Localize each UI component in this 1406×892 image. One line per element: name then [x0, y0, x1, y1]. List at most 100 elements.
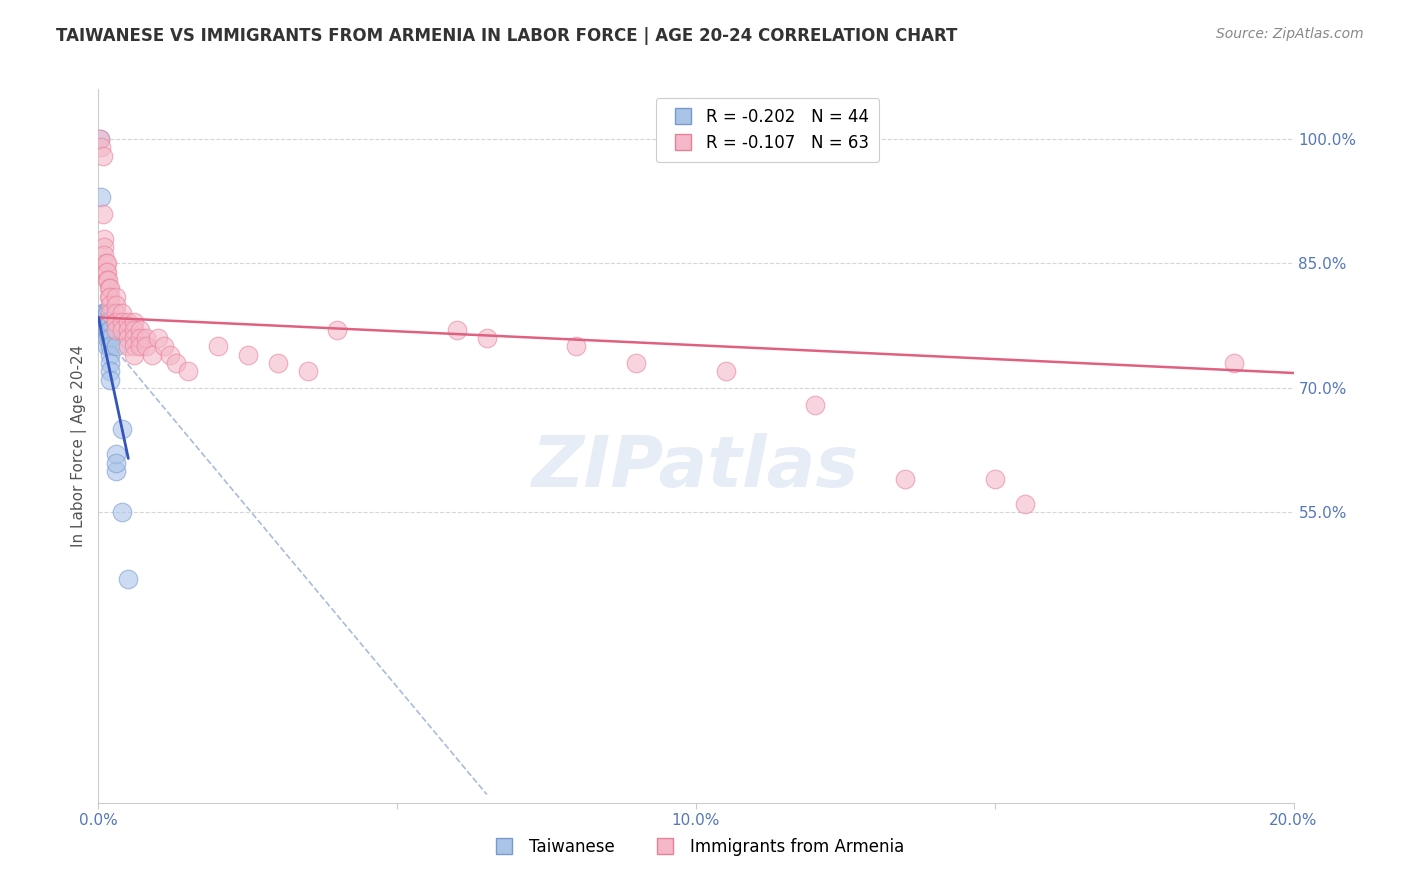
Point — [90, 140, 112, 154]
Point — [100, 306, 122, 320]
Legend: Taiwanese, Immigrants from Armenia: Taiwanese, Immigrants from Armenia — [481, 831, 911, 863]
Point — [236, 348, 259, 362]
Point — [117, 314, 139, 328]
Point — [96, 314, 118, 328]
Point — [1014, 497, 1036, 511]
Y-axis label: In Labor Force | Age 20-24: In Labor Force | Age 20-24 — [72, 345, 87, 547]
Point — [93, 323, 115, 337]
Point — [98, 290, 121, 304]
Point — [148, 331, 170, 345]
Point — [93, 306, 115, 320]
Text: Source: ZipAtlas.com: Source: ZipAtlas.com — [1216, 27, 1364, 41]
Point — [105, 314, 128, 328]
Point — [96, 339, 118, 353]
Point — [177, 364, 200, 378]
Point — [111, 422, 134, 436]
Point — [124, 331, 146, 345]
Point — [105, 323, 128, 337]
Point — [91, 323, 114, 337]
Point — [117, 331, 139, 345]
Point — [97, 273, 120, 287]
Point — [105, 447, 128, 461]
Point — [98, 323, 121, 337]
Point — [105, 306, 128, 320]
Point — [96, 265, 118, 279]
Point — [135, 339, 157, 353]
Point — [100, 339, 122, 353]
Point — [100, 356, 122, 370]
Point — [984, 472, 1007, 486]
Point — [159, 348, 181, 362]
Point — [100, 290, 122, 304]
Point — [565, 339, 588, 353]
Point — [91, 314, 114, 328]
Point — [100, 323, 122, 337]
Point — [96, 323, 118, 337]
Point — [117, 572, 139, 586]
Point — [100, 348, 122, 362]
Point — [91, 207, 114, 221]
Point — [105, 456, 128, 470]
Point — [153, 339, 176, 353]
Point — [124, 323, 146, 337]
Point — [91, 148, 114, 162]
Point — [475, 331, 498, 345]
Point — [94, 314, 117, 328]
Point — [96, 265, 118, 279]
Point — [129, 331, 152, 345]
Point — [93, 240, 115, 254]
Point — [91, 314, 114, 328]
Point — [91, 306, 114, 320]
Text: ZIPatlas: ZIPatlas — [533, 433, 859, 502]
Point — [111, 323, 134, 337]
Point — [297, 364, 319, 378]
Point — [124, 339, 146, 353]
Point — [100, 314, 122, 328]
Point — [93, 248, 115, 262]
Point — [97, 323, 120, 337]
Point — [100, 373, 122, 387]
Point — [89, 132, 111, 146]
Point — [135, 331, 157, 345]
Point — [96, 256, 118, 270]
Point — [96, 273, 118, 287]
Point — [326, 323, 349, 337]
Point — [124, 348, 146, 362]
Point — [94, 323, 117, 337]
Point — [894, 472, 917, 486]
Point — [804, 397, 827, 411]
Point — [91, 314, 114, 328]
Point — [93, 231, 115, 245]
Point — [105, 464, 128, 478]
Point — [94, 256, 117, 270]
Point — [105, 339, 128, 353]
Point — [626, 356, 648, 370]
Point — [111, 505, 134, 519]
Point — [111, 314, 134, 328]
Point — [105, 298, 128, 312]
Point — [96, 314, 118, 328]
Point — [93, 306, 115, 320]
Point — [129, 339, 152, 353]
Point — [100, 364, 122, 378]
Point — [100, 331, 122, 345]
Point — [207, 339, 229, 353]
Point — [117, 339, 139, 353]
Point — [105, 314, 128, 328]
Point — [105, 290, 128, 304]
Point — [100, 298, 122, 312]
Point — [129, 323, 152, 337]
Point — [165, 356, 187, 370]
Point — [97, 314, 120, 328]
Point — [96, 323, 118, 337]
Point — [1223, 356, 1246, 370]
Point — [89, 132, 111, 146]
Point — [96, 306, 118, 320]
Point — [93, 314, 115, 328]
Point — [97, 314, 120, 328]
Point — [90, 190, 112, 204]
Point — [267, 356, 290, 370]
Point — [446, 323, 468, 337]
Point — [98, 314, 121, 328]
Point — [96, 314, 118, 328]
